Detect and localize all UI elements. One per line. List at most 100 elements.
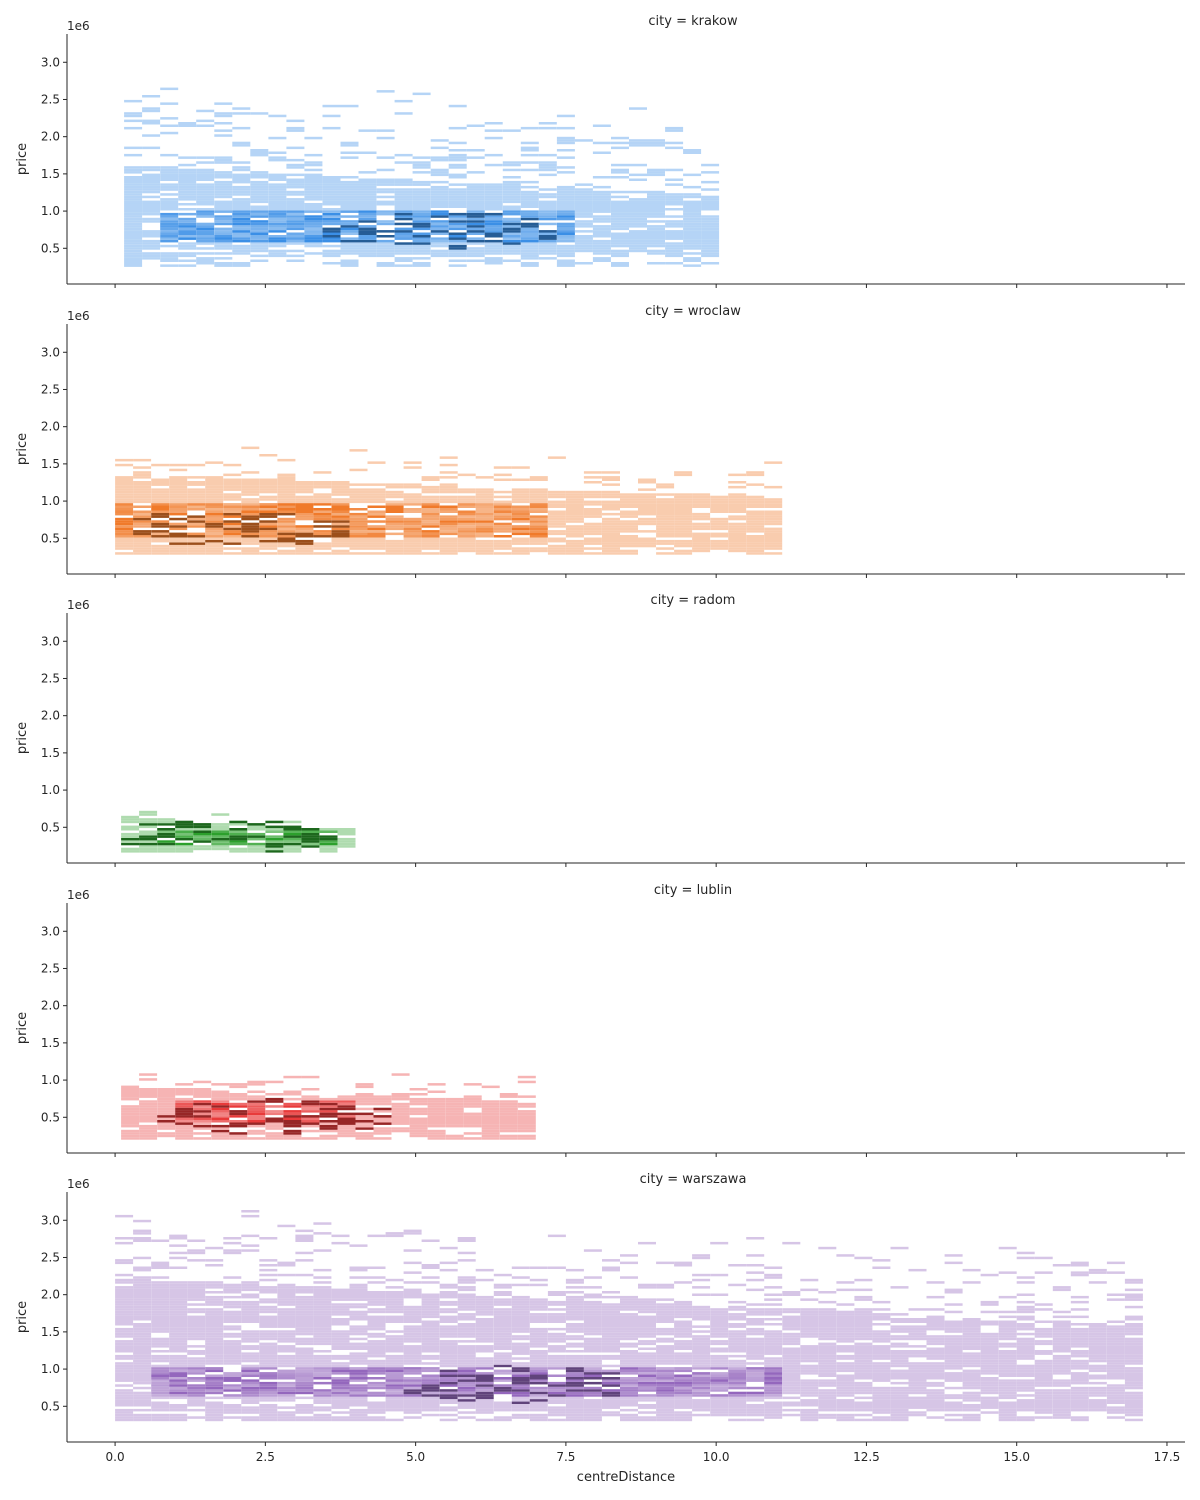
histogram-cell bbox=[241, 1337, 260, 1341]
histogram-cell bbox=[367, 500, 386, 504]
histogram-cell bbox=[926, 1335, 945, 1338]
histogram-cell bbox=[205, 1357, 224, 1360]
histogram-cell bbox=[475, 1359, 494, 1363]
histogram-cell bbox=[583, 1293, 602, 1296]
histogram-cell bbox=[373, 1097, 392, 1101]
histogram-cell bbox=[205, 1384, 224, 1387]
histogram-cell bbox=[872, 1266, 891, 1269]
histogram-cell bbox=[124, 176, 143, 179]
histogram-cell bbox=[430, 173, 449, 177]
histogram-cell bbox=[151, 532, 170, 536]
histogram-cell bbox=[394, 222, 413, 226]
histogram-cell bbox=[115, 1394, 134, 1397]
histogram-cell bbox=[241, 1330, 260, 1333]
histogram-cell bbox=[457, 532, 476, 536]
histogram-cell bbox=[980, 1357, 999, 1360]
histogram-cell bbox=[367, 539, 386, 543]
histogram-cell bbox=[175, 830, 194, 833]
histogram-cell bbox=[475, 1389, 494, 1392]
histogram-cell bbox=[692, 532, 711, 536]
histogram-cell bbox=[169, 542, 188, 545]
histogram-cell bbox=[142, 210, 161, 213]
histogram-cell bbox=[124, 210, 143, 213]
histogram-cell bbox=[223, 1347, 242, 1350]
histogram-cell bbox=[142, 185, 161, 189]
histogram-cell bbox=[349, 1372, 368, 1375]
histogram-cell bbox=[337, 1120, 356, 1123]
histogram-cell bbox=[187, 1251, 206, 1255]
histogram-cell bbox=[421, 1350, 440, 1353]
histogram-cell bbox=[349, 1310, 368, 1314]
histogram-cell bbox=[836, 1340, 855, 1343]
histogram-cell bbox=[493, 1386, 512, 1390]
histogram-cell bbox=[187, 1352, 206, 1355]
histogram-cell bbox=[385, 1335, 404, 1338]
histogram-cell bbox=[421, 520, 440, 523]
histogram-cell bbox=[403, 1271, 422, 1274]
histogram-cell bbox=[746, 1237, 765, 1240]
histogram-cell bbox=[484, 259, 503, 262]
histogram-cell bbox=[683, 212, 702, 216]
histogram-cell bbox=[484, 198, 503, 201]
histogram-cell bbox=[277, 1340, 296, 1343]
histogram-cell bbox=[412, 264, 431, 267]
histogram-cell bbox=[481, 1134, 500, 1138]
histogram-cell bbox=[583, 1359, 602, 1363]
histogram-cell bbox=[403, 1404, 422, 1407]
histogram-cell bbox=[710, 527, 729, 531]
histogram-cell bbox=[322, 126, 341, 130]
histogram-cell bbox=[247, 845, 266, 848]
histogram-cell bbox=[854, 1413, 873, 1417]
histogram-cell bbox=[674, 539, 693, 543]
histogram-cell bbox=[403, 1261, 422, 1265]
histogram-cell bbox=[481, 1100, 500, 1103]
histogram-cell bbox=[818, 1335, 837, 1338]
histogram-cell bbox=[412, 249, 431, 253]
histogram-cell bbox=[337, 1124, 356, 1128]
histogram-cell bbox=[283, 1112, 302, 1116]
histogram-cell bbox=[565, 527, 584, 531]
histogram-cell bbox=[283, 828, 302, 831]
histogram-cell bbox=[157, 850, 176, 853]
histogram-cell bbox=[193, 1115, 212, 1118]
histogram-cell bbox=[223, 1384, 242, 1387]
histogram-cell bbox=[547, 1345, 566, 1348]
histogram-cell bbox=[683, 237, 702, 240]
y-tick-label: 2.0 bbox=[41, 420, 60, 434]
histogram-cell bbox=[331, 1369, 350, 1373]
histogram-cell bbox=[908, 1330, 927, 1333]
histogram-cell bbox=[115, 510, 134, 513]
histogram-cell bbox=[701, 237, 720, 240]
histogram-cell bbox=[421, 1345, 440, 1348]
histogram-cell bbox=[592, 252, 611, 255]
histogram-cell bbox=[367, 1332, 386, 1336]
histogram-cell bbox=[358, 235, 377, 238]
histogram-cell bbox=[301, 835, 320, 838]
histogram-cell bbox=[728, 1377, 747, 1380]
histogram-cell bbox=[466, 203, 485, 206]
histogram-cell bbox=[115, 1315, 134, 1319]
histogram-cell bbox=[656, 1332, 675, 1336]
histogram-cell bbox=[151, 1291, 170, 1294]
histogram-cell bbox=[295, 1364, 314, 1368]
histogram-cell bbox=[574, 208, 593, 211]
histogram-cell bbox=[556, 126, 575, 130]
histogram-cell bbox=[205, 1264, 224, 1267]
histogram-cell bbox=[349, 1291, 368, 1294]
histogram-cell bbox=[602, 471, 620, 474]
histogram-cell bbox=[358, 227, 377, 231]
histogram-cell bbox=[301, 1124, 320, 1128]
histogram-cell bbox=[160, 259, 179, 262]
histogram-cell bbox=[493, 1335, 512, 1338]
histogram-cell bbox=[692, 1293, 711, 1296]
histogram-cell bbox=[674, 1310, 693, 1314]
histogram-cell bbox=[439, 1268, 458, 1272]
histogram-cell bbox=[620, 1369, 638, 1373]
histogram-cell bbox=[674, 1332, 693, 1336]
histogram-cell bbox=[854, 1342, 873, 1346]
histogram-cell bbox=[439, 1327, 458, 1331]
histogram-cell bbox=[268, 225, 287, 228]
histogram-cell bbox=[710, 520, 729, 523]
histogram-cell bbox=[854, 1384, 873, 1387]
histogram-cell bbox=[160, 235, 179, 238]
